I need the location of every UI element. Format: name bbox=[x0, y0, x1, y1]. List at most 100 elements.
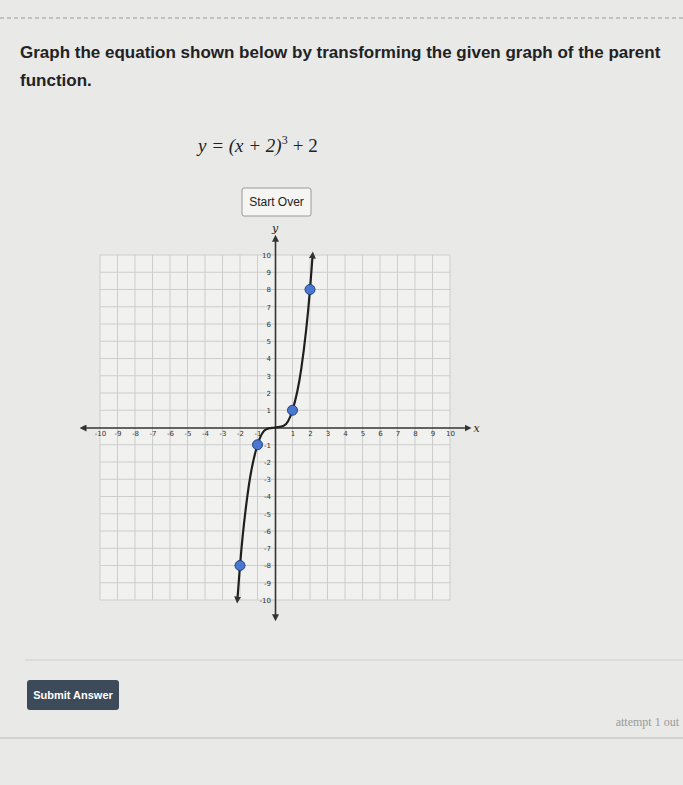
equation-exponent: 3 bbox=[282, 133, 288, 147]
tick: 10 bbox=[446, 428, 455, 439]
submit-button[interactable]: Submit Answer bbox=[27, 680, 119, 710]
tick: -2 bbox=[264, 459, 275, 467]
tick: -4 bbox=[202, 428, 210, 439]
equation-rest: + 2 bbox=[293, 135, 318, 156]
tick-label: 10 bbox=[262, 252, 271, 260]
tick-label: -10 bbox=[260, 597, 271, 605]
tick: 9 bbox=[267, 269, 275, 277]
tick-label: -5 bbox=[264, 510, 271, 518]
plot-area bbox=[235, 255, 315, 600]
tick: -9 bbox=[264, 579, 275, 587]
tick: 8 bbox=[267, 286, 275, 294]
tick: 4 bbox=[343, 428, 348, 439]
tick: 1 bbox=[267, 407, 275, 415]
tick-label: -6 bbox=[264, 528, 272, 536]
tick-label: -8 bbox=[132, 430, 139, 438]
tick: 5 bbox=[267, 338, 275, 346]
tick-label: -3 bbox=[220, 430, 227, 438]
button-label[interactable]: Submit Answer bbox=[33, 689, 113, 701]
tick: -6 bbox=[264, 528, 275, 536]
tick: -2 bbox=[237, 428, 244, 439]
tick-label: 9 bbox=[431, 430, 435, 438]
tick-label: 9 bbox=[267, 269, 271, 277]
tick-label: -9 bbox=[115, 430, 122, 438]
point[interactable] bbox=[253, 440, 263, 450]
tick: -6 bbox=[167, 428, 175, 439]
tick-label: 7 bbox=[396, 430, 400, 438]
equation: y = (x + 2)3 + 2 bbox=[196, 133, 318, 157]
tick: 6 bbox=[378, 428, 383, 439]
tick-label: 2 bbox=[308, 430, 312, 438]
attempt-note: attempt 1 out bbox=[616, 715, 680, 729]
tick-label: 2 bbox=[267, 390, 271, 398]
tick-label: -2 bbox=[237, 430, 244, 438]
tick: -1 bbox=[264, 441, 275, 449]
tick: -8 bbox=[264, 562, 275, 570]
button-box[interactable] bbox=[27, 680, 119, 710]
tick: -9 bbox=[115, 428, 122, 439]
tick-label: -2 bbox=[264, 459, 271, 467]
tick: 7 bbox=[267, 303, 275, 311]
tick-label: 4 bbox=[343, 430, 348, 438]
tick-label: 5 bbox=[267, 338, 271, 346]
tick: 5 bbox=[361, 428, 365, 439]
divider bbox=[0, 738, 683, 739]
tick: 6 bbox=[267, 321, 275, 329]
tick: 2 bbox=[267, 390, 275, 398]
tick-label: 10 bbox=[446, 430, 455, 438]
tick: 4 bbox=[267, 355, 275, 363]
divider bbox=[25, 660, 683, 661]
tick-label: -6 bbox=[167, 430, 175, 438]
start-over-button[interactable]: Start Over bbox=[242, 188, 311, 216]
tick-label: -5 bbox=[185, 430, 192, 438]
tick-label: 5 bbox=[361, 430, 365, 438]
tick-label: -4 bbox=[202, 430, 210, 438]
tick-label: -3 bbox=[264, 476, 271, 484]
equation-base: y = (x + 2) bbox=[196, 135, 282, 157]
tick-label: 1 bbox=[291, 430, 295, 438]
tick-label: 6 bbox=[378, 430, 383, 438]
tick: 8 bbox=[413, 428, 417, 439]
tick-label: -9 bbox=[264, 579, 271, 587]
tick-label: -1 bbox=[264, 441, 271, 449]
button-box[interactable] bbox=[242, 188, 311, 216]
point[interactable] bbox=[288, 405, 298, 415]
tick: -10 bbox=[260, 597, 275, 605]
button-label[interactable]: Start Over bbox=[249, 195, 304, 209]
tick: -5 bbox=[264, 510, 275, 518]
tick: -8 bbox=[132, 428, 139, 439]
tick: 2 bbox=[308, 428, 312, 439]
tick: 1 bbox=[291, 428, 295, 439]
tick: 7 bbox=[396, 428, 400, 439]
tick: -7 bbox=[264, 545, 275, 553]
page-canvas: Graph the equation shown below by transf… bbox=[0, 0, 683, 785]
instruction: Graph the equation shown below by transf… bbox=[20, 43, 661, 62]
tick: 10 bbox=[262, 252, 275, 260]
tick-label: -4 bbox=[264, 493, 272, 501]
tick-label: 4 bbox=[267, 355, 272, 363]
tick: 9 bbox=[431, 428, 435, 439]
tick: -3 bbox=[220, 428, 227, 439]
tick-label: -8 bbox=[264, 562, 271, 570]
tick: -3 bbox=[264, 476, 275, 484]
tick-label: -7 bbox=[150, 430, 157, 438]
tick-label: 8 bbox=[413, 430, 417, 438]
tick-label: 3 bbox=[267, 372, 271, 380]
tick-label: 3 bbox=[326, 430, 330, 438]
tick-label: -7 bbox=[264, 545, 271, 553]
point[interactable] bbox=[305, 285, 315, 295]
divider bbox=[0, 18, 683, 19]
point[interactable] bbox=[235, 561, 245, 571]
background bbox=[0, 0, 683, 785]
x-axis-label: x bbox=[474, 422, 481, 435]
tick: 3 bbox=[267, 372, 275, 380]
tick: -7 bbox=[150, 428, 157, 439]
tick-label: 7 bbox=[267, 303, 271, 311]
page: Graph the equation shown below by transf… bbox=[0, 0, 683, 785]
tick-label: -10 bbox=[95, 430, 106, 438]
curve bbox=[237, 255, 312, 600]
tick-label: 6 bbox=[267, 321, 272, 329]
tick-label: 8 bbox=[267, 286, 271, 294]
instruction: function. bbox=[20, 71, 92, 90]
tick: 3 bbox=[326, 428, 330, 439]
